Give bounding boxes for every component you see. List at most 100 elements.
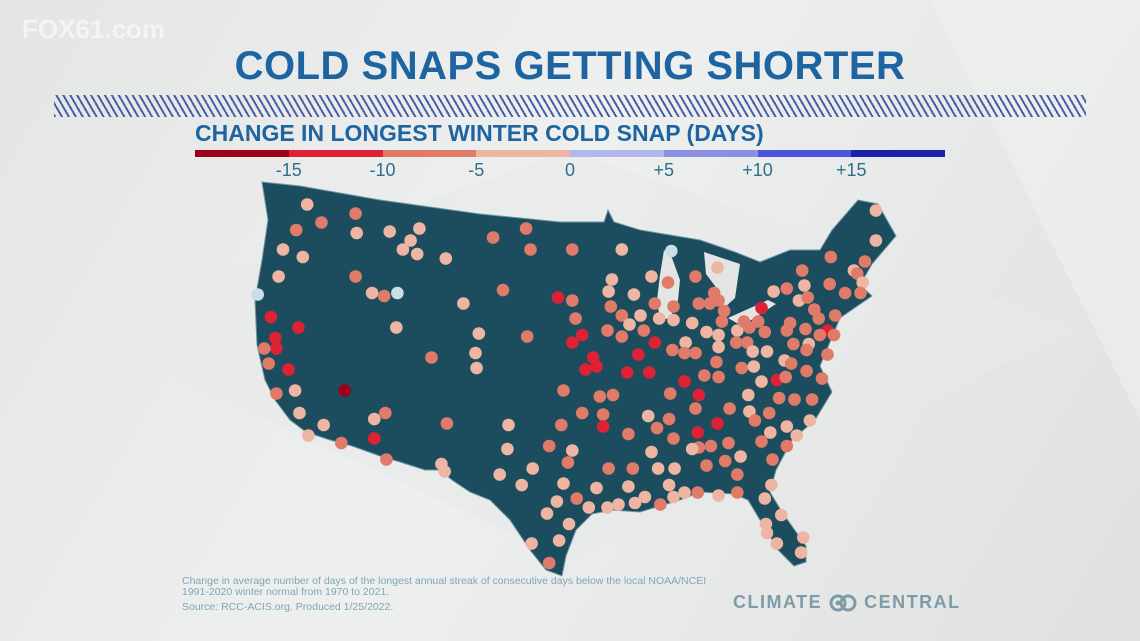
station-dot xyxy=(827,328,841,342)
us-outline xyxy=(254,181,897,577)
station-dot xyxy=(869,234,883,247)
logo-text-left: CLIMATE xyxy=(733,592,823,612)
station-dot xyxy=(365,286,379,300)
station-dot xyxy=(712,328,725,342)
scale-tick-label: 0 xyxy=(564,160,576,180)
station-dot xyxy=(758,492,772,505)
station-dot xyxy=(652,312,666,325)
station-dot xyxy=(637,324,651,337)
station-dot xyxy=(734,450,747,463)
station-dot xyxy=(396,243,410,256)
scale-swatch xyxy=(382,150,477,157)
station-dot xyxy=(575,406,589,420)
station-dot xyxy=(801,291,814,304)
station-dot xyxy=(632,348,645,361)
station-dot xyxy=(570,492,583,505)
station-dot xyxy=(772,391,786,405)
station-dot xyxy=(293,406,306,420)
station-dot xyxy=(566,243,579,256)
station-dot xyxy=(692,297,706,310)
station-dot xyxy=(858,255,872,268)
station-dot xyxy=(605,273,619,286)
station-dot xyxy=(667,313,680,327)
station-dot xyxy=(602,462,615,475)
station-dot xyxy=(805,393,819,406)
station-dot xyxy=(569,312,582,325)
station-dot xyxy=(622,480,635,493)
station-dot xyxy=(780,324,794,337)
station-dot xyxy=(799,322,812,336)
station-dot xyxy=(524,243,537,256)
station-dot xyxy=(775,508,788,522)
station-dot xyxy=(795,264,809,277)
station-dot xyxy=(650,421,664,435)
scale-swatch xyxy=(570,150,664,157)
station-dot xyxy=(798,279,811,292)
station-dot xyxy=(550,495,564,508)
station-dot xyxy=(555,418,568,432)
station-dot xyxy=(762,406,776,420)
station-dot xyxy=(542,556,556,570)
station-dot xyxy=(438,465,452,478)
station-dot xyxy=(815,372,829,385)
station-dot xyxy=(638,490,652,504)
station-dot xyxy=(691,486,704,499)
station-dot xyxy=(288,384,302,397)
station-dot xyxy=(654,498,667,511)
scale-swatch xyxy=(757,150,852,157)
station-dot xyxy=(596,408,610,421)
station-dot xyxy=(813,328,827,342)
station-dot xyxy=(440,417,454,430)
station-dot xyxy=(663,387,677,400)
station-dot xyxy=(731,324,744,337)
station-dot xyxy=(698,369,711,382)
station-dot xyxy=(692,388,706,402)
station-dot xyxy=(557,384,570,397)
station-dot xyxy=(590,481,603,495)
station-dot xyxy=(315,216,328,229)
station-dot xyxy=(648,297,662,310)
station-dot xyxy=(667,300,680,313)
station-dot xyxy=(628,496,642,510)
station-dot xyxy=(770,537,784,550)
station-dot xyxy=(264,310,278,324)
station-dot xyxy=(493,468,507,481)
station-dot xyxy=(803,414,817,427)
station-dot xyxy=(667,432,680,445)
station-dot xyxy=(612,498,625,511)
station-dot xyxy=(515,478,528,492)
station-dot xyxy=(712,340,725,354)
station-dot xyxy=(391,286,404,300)
watermark: FOX61.com xyxy=(22,14,166,44)
station-dot xyxy=(643,366,656,379)
station-dot xyxy=(282,363,295,376)
station-dot xyxy=(300,198,314,211)
scale-tick-label: -10 xyxy=(369,160,396,180)
station-dot xyxy=(593,390,607,403)
station-dot xyxy=(794,546,808,559)
footnote: Change in average number of days of the … xyxy=(182,575,707,598)
scale-swatch xyxy=(476,150,570,157)
station-dot xyxy=(292,321,305,334)
page-title: COLD SNAPS GETTING SHORTER xyxy=(234,44,906,88)
station-dot xyxy=(784,357,798,370)
scale-swatch xyxy=(663,150,758,157)
station-dot xyxy=(800,343,813,357)
station-dot xyxy=(731,468,744,481)
scale-tick-label: -15 xyxy=(275,160,302,180)
station-dot xyxy=(668,462,681,475)
station-dot xyxy=(780,439,794,453)
scale-tick-label: +15 xyxy=(835,160,867,180)
station-dot xyxy=(780,282,794,295)
station-dot xyxy=(712,489,725,502)
station-dot xyxy=(519,222,533,235)
station-dot xyxy=(667,490,680,504)
station-dot xyxy=(691,426,704,439)
station-dot xyxy=(689,346,702,360)
station-dot xyxy=(764,426,777,439)
station-dot xyxy=(747,360,761,373)
station-dot xyxy=(812,312,825,325)
station-dot xyxy=(404,234,417,247)
station-dot xyxy=(641,409,655,423)
